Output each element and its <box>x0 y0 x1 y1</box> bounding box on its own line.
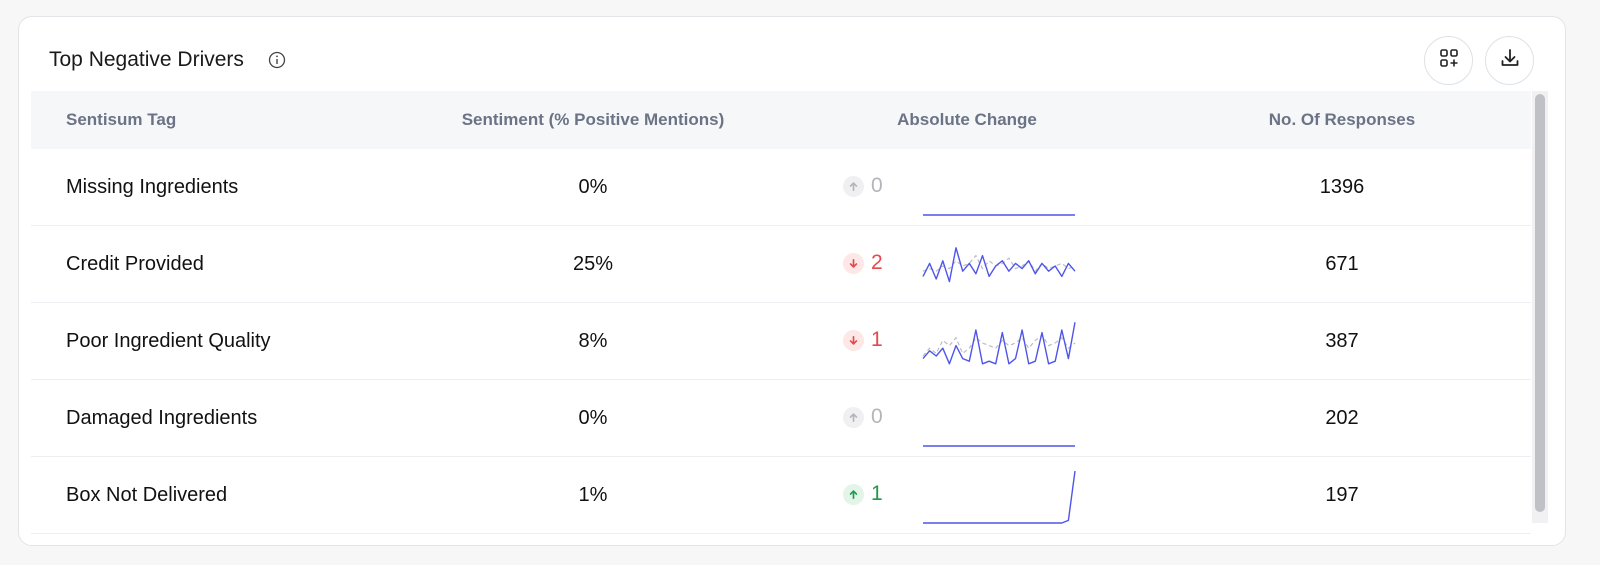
add-widget-button[interactable] <box>1424 36 1473 85</box>
absolute-change: 2 <box>843 251 883 275</box>
drivers-table: Sentisum Tag Sentiment (% Positive Menti… <box>31 91 1531 545</box>
absolute-change: 1 <box>843 328 883 352</box>
table-row[interactable]: Credit Provided 25% 2 671 <box>31 226 1531 303</box>
sentiment-cell: 8% <box>578 330 608 352</box>
arrow-up-icon <box>843 406 864 428</box>
download-button[interactable] <box>1485 36 1534 85</box>
trend-sparkline <box>923 470 1076 524</box>
responses-cell: 387 <box>1325 330 1359 352</box>
download-icon <box>1499 47 1521 74</box>
tag-cell[interactable]: Missing Ingredients <box>66 176 239 198</box>
table-header: Sentisum Tag Sentiment (% Positive Menti… <box>31 91 1531 149</box>
baseline-line <box>922 334 1076 357</box>
absolute-change: 1 <box>843 482 883 506</box>
sentiment-cell: 0% <box>578 176 608 198</box>
baseline-line <box>922 254 1076 273</box>
scrollbar-thumb[interactable] <box>1535 94 1545 512</box>
arrow-up-icon <box>843 175 864 197</box>
arrow-down-icon <box>843 329 864 351</box>
column-header-responses[interactable]: No. Of Responses <box>1268 110 1416 129</box>
table-row[interactable]: Box Not Delivered 1% 1 197 <box>31 457 1531 534</box>
tag-cell[interactable]: Box Not Delivered <box>66 484 228 506</box>
change-value: 0 <box>871 174 883 197</box>
sentiment-cell: 1% <box>578 484 608 506</box>
responses-cell: 671 <box>1325 253 1359 275</box>
info-icon[interactable] <box>267 50 287 70</box>
column-header-change[interactable]: Absolute Change <box>897 110 1037 129</box>
arrow-up-icon <box>843 483 864 505</box>
tag-cell[interactable]: Damaged Ingredients <box>66 407 258 429</box>
change-value: 1 <box>871 328 883 351</box>
trend-sparkline <box>923 445 1075 447</box>
change-value: 1 <box>871 482 883 505</box>
trend-line <box>922 322 1076 365</box>
column-header-tag[interactable]: Sentisum Tag <box>66 110 177 129</box>
table-row[interactable]: Damaged Ingredients 0% 0 202 <box>31 380 1531 457</box>
arrow-down-icon <box>843 252 864 274</box>
trend-sparkline <box>923 214 1075 216</box>
sentiment-cell: 25% <box>572 253 614 275</box>
tag-cell[interactable]: Poor Ingredient Quality <box>66 330 271 352</box>
column-header-sentiment[interactable]: Sentiment (% Positive Mentions) <box>461 110 725 129</box>
responses-cell: 1396 <box>1319 176 1365 198</box>
trend-line <box>922 247 1076 283</box>
widget-title: Top Negative Drivers <box>49 48 244 71</box>
top-negative-drivers-card: Top Negative Drivers <box>18 16 1566 546</box>
absolute-change: 0 <box>843 405 883 429</box>
tag-cell[interactable]: Credit Provided <box>66 253 204 275</box>
sentiment-cell: 0% <box>578 407 608 429</box>
responses-cell: 202 <box>1325 407 1359 429</box>
trend-sparkline <box>922 322 1076 365</box>
trend-sparkline <box>922 247 1076 283</box>
absolute-change: 0 <box>843 174 883 198</box>
table-scrollbar[interactable] <box>1532 91 1548 523</box>
change-value: 2 <box>871 251 883 274</box>
add-widget-icon <box>1438 47 1460 74</box>
card-header: Top Negative Drivers <box>19 17 1565 91</box>
responses-cell: 197 <box>1325 484 1359 506</box>
change-value: 0 <box>871 405 883 428</box>
table-row[interactable]: Missing Ingredients 0% 0 1396 <box>31 149 1531 226</box>
table-row[interactable]: Poor Ingredient Quality 8% 1 387 <box>31 303 1531 380</box>
trend-line <box>923 470 1076 524</box>
